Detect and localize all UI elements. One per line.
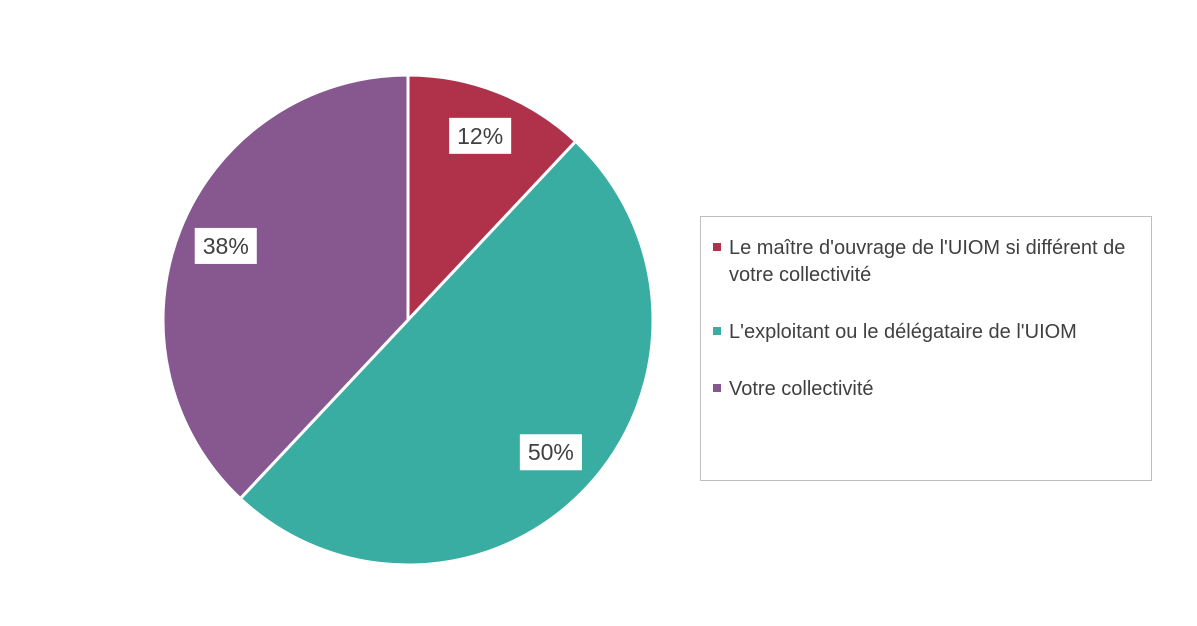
legend-swatch (713, 243, 721, 251)
legend-item: L'exploitant ou le délégataire de l'UIOM (713, 319, 1151, 346)
legend-swatch (713, 327, 721, 335)
pie-slice (161, 73, 410, 501)
legend-item: Votre collectivité (713, 376, 1151, 403)
legend-swatch (713, 384, 721, 392)
data-label: 50% (528, 439, 574, 465)
legend-label: L'exploitant ou le délégataire de l'UIOM (729, 321, 1077, 343)
data-label-bg (519, 434, 582, 471)
data-label-bg (449, 117, 512, 154)
legend: Le maître d'ouvrage de l'UIOM si différe… (700, 216, 1152, 481)
legend-label: Votre collectivité (729, 378, 874, 400)
data-label-bg (194, 227, 257, 264)
legend-item: Le maître d'ouvrage de l'UIOM si différe… (713, 235, 1151, 289)
data-label: 38% (203, 233, 249, 259)
data-label: 12% (457, 123, 503, 149)
legend-label: Le maître d'ouvrage de l'UIOM si différe… (729, 237, 1126, 286)
